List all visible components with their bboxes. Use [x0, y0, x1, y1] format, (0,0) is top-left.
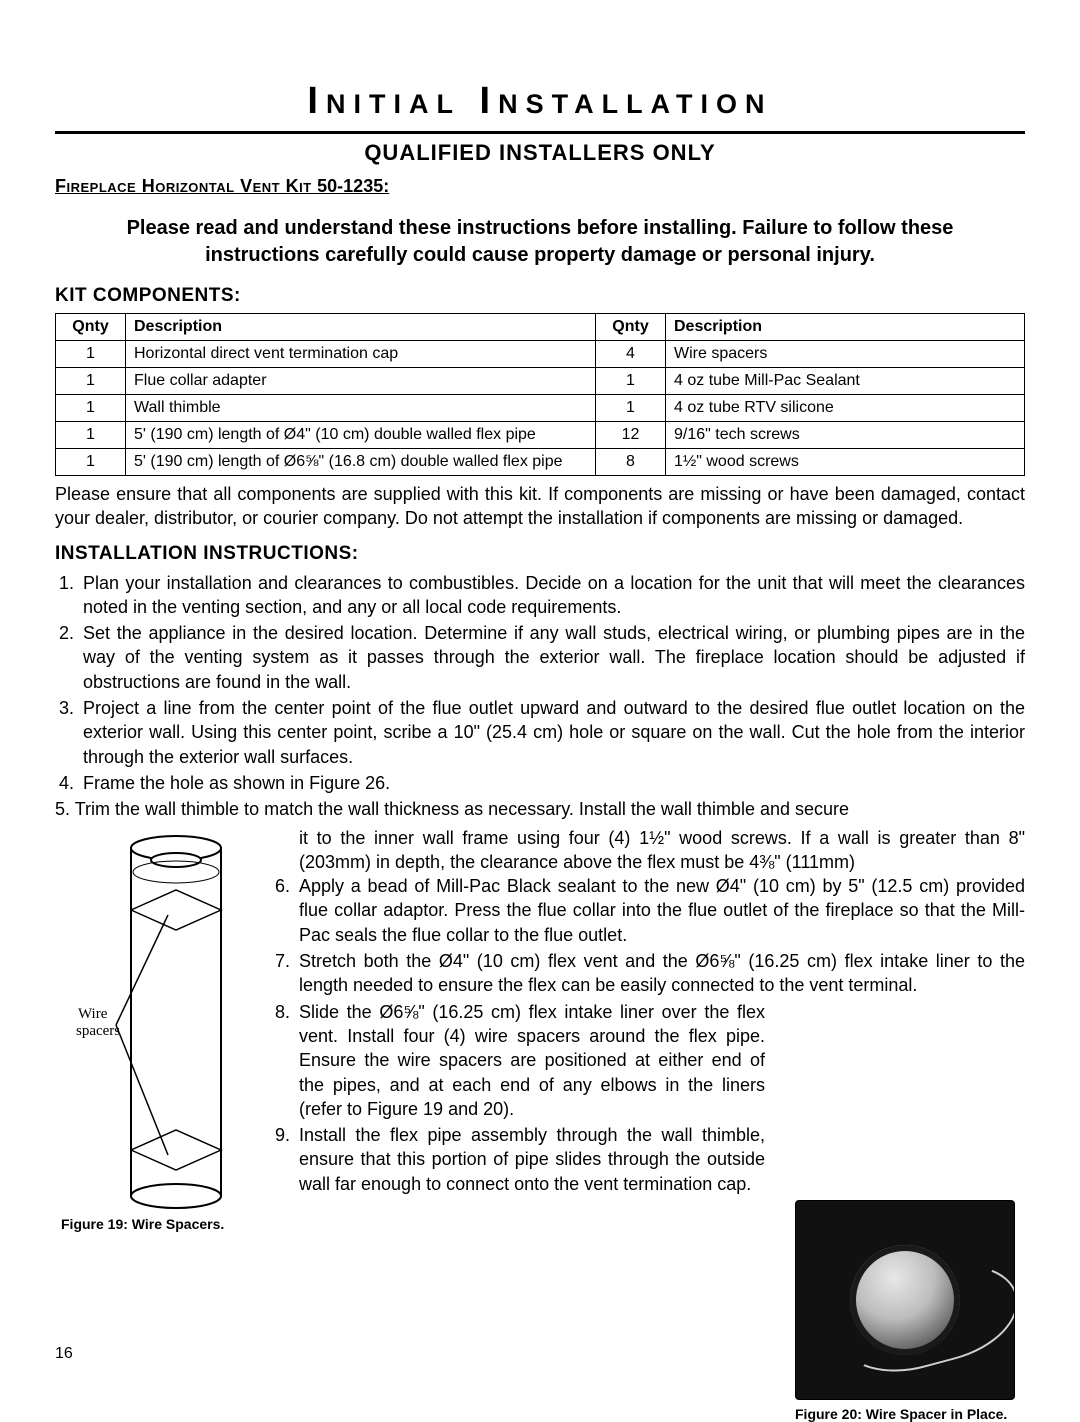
figure-20-caption: Figure 20: Wire Spacer in Place.: [795, 1406, 1025, 1422]
installation-instructions-heading: INSTALLATION INSTRUCTIONS:: [55, 543, 1025, 565]
list-item: Project a line from the center point of …: [79, 696, 1025, 769]
table-cell: 1: [56, 368, 126, 395]
list-item: Set the appliance in the desired locatio…: [79, 621, 1025, 694]
table-row: 15' (190 cm) length of Ø6⅝" (16.8 cm) do…: [56, 449, 1025, 476]
table-cell: Flue collar adapter: [126, 368, 596, 395]
figure-19: Wire spacers Figure 19: Wire Spacers.: [61, 830, 281, 1232]
step-5-lead: 5. Trim the wall thimble to match the wa…: [55, 797, 1025, 821]
col-qnty-2: Qnty: [596, 314, 666, 341]
table-row: 15' (190 cm) length of Ø4" (10 cm) doubl…: [56, 422, 1025, 449]
table-row: 1Horizontal direct vent termination cap4…: [56, 341, 1025, 368]
table-cell: 5' (190 cm) length of Ø6⅝" (16.8 cm) dou…: [126, 449, 596, 476]
fig19-label: Wire: [78, 1006, 108, 1022]
page-title: Initial Installation: [55, 80, 1025, 129]
table-row: 1Flue collar adapter14 oz tube Mill-Pac …: [56, 368, 1025, 395]
figure-19-caption: Figure 19: Wire Spacers.: [61, 1216, 281, 1232]
kit-components-table: Qnty Description Qnty Description 1Horiz…: [55, 313, 1025, 476]
col-desc-2: Description: [666, 314, 1025, 341]
kit-line-model: 50-1235:: [317, 176, 389, 196]
table-cell: 1: [56, 341, 126, 368]
table-cell: 4: [596, 341, 666, 368]
page-number: 16: [55, 1345, 73, 1363]
list-item: Frame the hole as shown in Figure 26.: [79, 771, 1025, 795]
table-cell: 1: [56, 449, 126, 476]
warning-text: Please read and understand these instruc…: [75, 215, 1005, 269]
ensure-paragraph: Please ensure that all components are su…: [55, 482, 1025, 531]
title-rule: [55, 131, 1025, 134]
table-header-row: Qnty Description Qnty Description: [56, 314, 1025, 341]
steps-1-4: Plan your installation and clearances to…: [55, 571, 1025, 796]
table-cell: Horizontal direct vent termination cap: [126, 341, 596, 368]
table-cell: 1: [56, 422, 126, 449]
table-cell: 8: [596, 449, 666, 476]
col-qnty-1: Qnty: [56, 314, 126, 341]
table-cell: 9/16" tech screws: [666, 422, 1025, 449]
figure-20: Figure 20: Wire Spacer in Place.: [795, 1200, 1025, 1422]
lower-wrap: Wire spacers Figure 19: Wire Spacers. it…: [55, 826, 1025, 1422]
wire-spacer-photo-icon: [795, 1200, 1015, 1400]
table-cell: 4 oz tube RTV silicone: [666, 395, 1025, 422]
kit-line-prefix: Fireplace Horizontal Vent Kit: [55, 176, 317, 196]
table-cell: 5' (190 cm) length of Ø4" (10 cm) double…: [126, 422, 596, 449]
subtitle-qualified: QUALIFIED INSTALLERS ONLY: [55, 140, 1025, 166]
col-desc-1: Description: [126, 314, 596, 341]
table-cell: 1: [596, 368, 666, 395]
table-cell: Wall thimble: [126, 395, 596, 422]
svg-text:spacers: spacers: [76, 1023, 120, 1039]
table-cell: 1½" wood screws: [666, 449, 1025, 476]
list-item: Plan your installation and clearances to…: [79, 571, 1025, 620]
table-cell: 4 oz tube Mill-Pac Sealant: [666, 368, 1025, 395]
table-cell: 1: [596, 395, 666, 422]
kit-line: Fireplace Horizontal Vent Kit 50-1235:: [55, 176, 1025, 197]
table-cell: 1: [56, 395, 126, 422]
kit-components-heading: KIT COMPONENTS:: [55, 285, 1025, 307]
table-cell: Wire spacers: [666, 341, 1025, 368]
table-row: 1Wall thimble14 oz tube RTV silicone: [56, 395, 1025, 422]
table-cell: 12: [596, 422, 666, 449]
wire-spacers-diagram-icon: Wire spacers: [76, 830, 266, 1210]
